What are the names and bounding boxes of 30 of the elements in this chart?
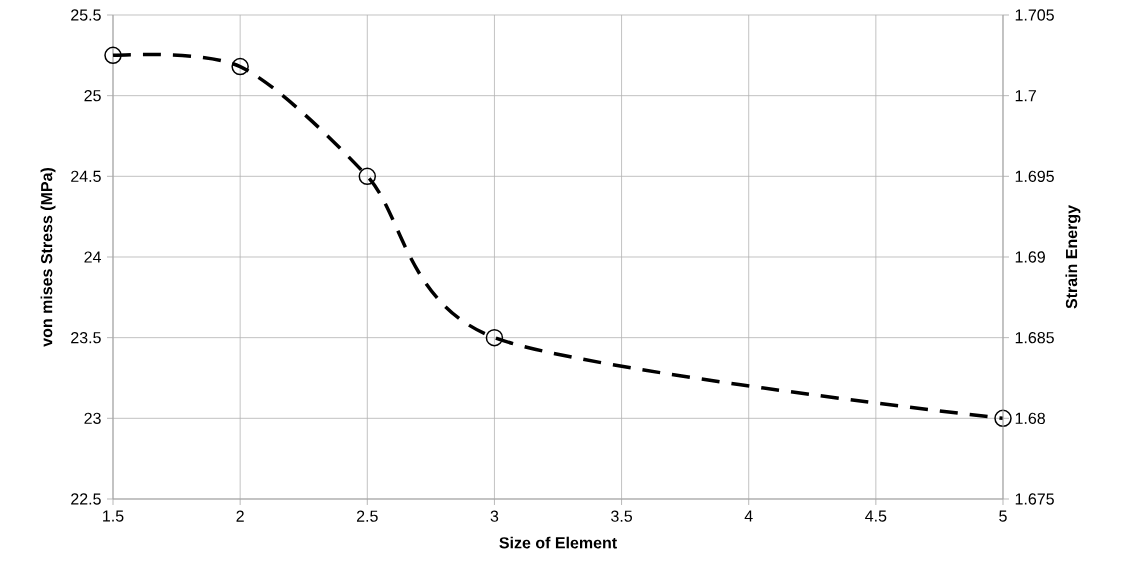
x-tick-label: 2 — [236, 510, 244, 522]
x-tick-label: 5 — [999, 510, 1007, 522]
x-tick-label: 3.5 — [611, 510, 633, 522]
y2-tick-label: 1.69 — [1015, 251, 1045, 263]
x-tick-label: 2.5 — [356, 510, 378, 522]
y-tick-label: 25.5 — [71, 9, 101, 21]
y-tick-label: 22.5 — [71, 493, 101, 505]
y-tick-label: 24 — [84, 251, 101, 263]
point — [485, 328, 504, 347]
point — [358, 167, 377, 186]
y-tick-label: 23 — [84, 412, 101, 424]
y2-axis-title: Strain Energy — [1065, 205, 1081, 309]
y2-tick-label: 1.675 — [1015, 493, 1054, 505]
y-axis-title: von mises Stress (MPa) — [40, 168, 56, 347]
point — [231, 57, 249, 76]
y-tick-label: 23.5 — [71, 332, 101, 344]
x-tick-label: 4 — [744, 510, 753, 522]
y2-tick-label: 1.7 — [1015, 90, 1036, 102]
y2-tick-label: 1.705 — [1015, 9, 1054, 21]
y2-tick-label: 1.68 — [1015, 412, 1045, 424]
point — [994, 409, 1012, 428]
x-tick-label: 4.5 — [865, 510, 887, 522]
x-tick-label: 1.5 — [103, 510, 124, 522]
y-tick-label: 24.5 — [71, 170, 101, 182]
x-tick-label: 3 — [490, 510, 499, 522]
y-tick-label: 25 — [84, 90, 101, 102]
x-axis-title: Size of Element — [499, 536, 617, 549]
y2-tick-label: 1.685 — [1015, 332, 1054, 344]
point — [104, 46, 122, 65]
y2-tick-label: 1.695 — [1015, 170, 1054, 182]
